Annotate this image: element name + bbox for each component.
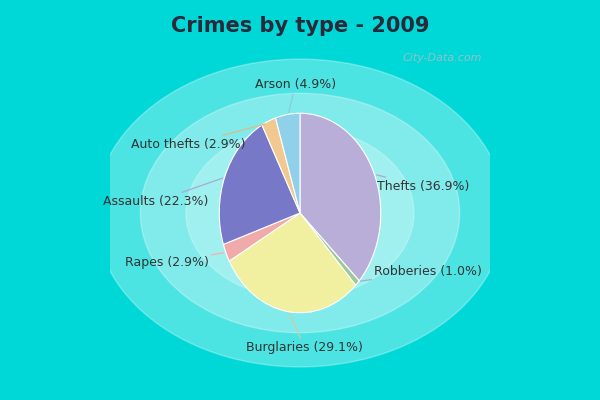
- Text: City-Data.com: City-Data.com: [403, 53, 482, 63]
- Wedge shape: [300, 213, 359, 285]
- Wedge shape: [262, 118, 300, 213]
- Ellipse shape: [95, 59, 505, 367]
- Wedge shape: [219, 125, 300, 244]
- Text: Auto thefts (2.9%): Auto thefts (2.9%): [131, 124, 265, 151]
- Text: Thefts (36.9%): Thefts (36.9%): [377, 175, 470, 193]
- Ellipse shape: [140, 93, 460, 333]
- Text: Crimes by type - 2009: Crimes by type - 2009: [171, 16, 429, 36]
- Text: Robberies (1.0%): Robberies (1.0%): [361, 266, 482, 281]
- Wedge shape: [223, 213, 300, 261]
- Ellipse shape: [220, 153, 380, 273]
- Wedge shape: [275, 113, 300, 213]
- Ellipse shape: [186, 128, 414, 298]
- Text: Rapes (2.9%): Rapes (2.9%): [125, 253, 223, 269]
- Text: Burglaries (29.1%): Burglaries (29.1%): [247, 314, 363, 354]
- Wedge shape: [300, 113, 381, 281]
- Text: Assaults (22.3%): Assaults (22.3%): [103, 178, 223, 208]
- Wedge shape: [229, 213, 356, 313]
- Text: Arson (4.9%): Arson (4.9%): [254, 78, 336, 112]
